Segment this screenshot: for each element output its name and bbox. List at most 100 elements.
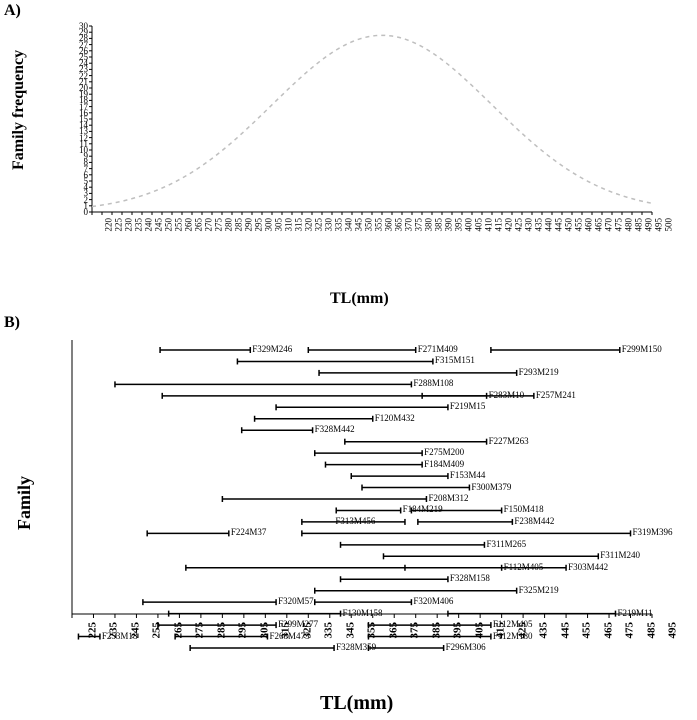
panel-a-xtick-label: 475 xyxy=(614,218,624,232)
panel-a-xtick-label: 250 xyxy=(164,218,174,232)
panel-a-xtick-label: 240 xyxy=(144,218,154,232)
panel-a-xtick-label: 370 xyxy=(404,218,414,232)
panel-a-xtick-label: 390 xyxy=(444,218,454,232)
panel-a-xtick-label: 470 xyxy=(604,218,614,232)
family-label: F299M150 xyxy=(622,344,662,354)
panel-b-xtick-label: 465 xyxy=(602,622,614,639)
panel-a-xtick-label: 330 xyxy=(324,218,334,232)
panel-a-xtick-label: 490 xyxy=(644,218,654,232)
panel-a-xtick-label: 425 xyxy=(514,218,524,232)
family-label: F112M405 xyxy=(504,562,544,572)
panel-a-xtick-label: 350 xyxy=(364,218,374,232)
panel-a-xtick-label: 275 xyxy=(214,218,224,232)
panel-b-ylabel: Family xyxy=(14,476,35,530)
panel-a-xtick-label: 315 xyxy=(294,218,304,232)
panel-b-xtick-label: 225 xyxy=(87,622,99,639)
family-label: F313M456 xyxy=(335,516,375,526)
panel-a-xtick-label: 245 xyxy=(154,218,164,232)
family-label: F184M219 xyxy=(403,504,443,514)
panel-a-xtick-label: 495 xyxy=(654,218,664,232)
panel-b-xtick-label: 455 xyxy=(581,622,593,639)
panel-b-xlabel: TL(mm) xyxy=(320,692,393,715)
panel-a-xtick-label: 305 xyxy=(274,218,284,232)
panel-b-xtick-label: 375 xyxy=(409,622,421,639)
family-label: F299M277 xyxy=(278,619,318,629)
family-label: F219M15 xyxy=(450,401,486,411)
family-label: F112M405 xyxy=(493,619,533,629)
panel-a-xtick-label: 235 xyxy=(134,218,144,232)
family-label: F319M396 xyxy=(633,527,673,537)
family-label: F130M158 xyxy=(343,608,383,618)
panel-b-xtick-label: 395 xyxy=(452,622,464,639)
panel-b-xtick-label: 475 xyxy=(624,622,636,639)
family-label: F288M108 xyxy=(413,378,453,388)
panel-a-label: A) xyxy=(4,2,21,20)
panel-a-xtick-label: 405 xyxy=(474,218,484,232)
panel-a-xtick-label: 395 xyxy=(454,218,464,232)
panel-a-xtick-label: 285 xyxy=(234,218,244,232)
panel-b-plot: 2252352452552652752852953053153253353453… xyxy=(62,336,662,656)
panel-a-xtick-label: 500 xyxy=(664,218,674,232)
panel-b-xtick-label: 445 xyxy=(559,622,571,639)
panel-b-xtick-label: 335 xyxy=(323,622,335,639)
figure: A) Family frequency TL(mm) 0123456789101… xyxy=(0,0,697,720)
family-label: F153M44 xyxy=(450,470,486,480)
family-label: F328M442 xyxy=(315,424,355,434)
panel-a-xtick-label: 265 xyxy=(194,218,204,232)
panel-a-xtick-label: 325 xyxy=(314,218,324,232)
family-label: F227M263 xyxy=(489,436,529,446)
panel-a-xtick-label: 480 xyxy=(624,218,634,232)
panel-a-xtick-label: 440 xyxy=(544,218,554,232)
family-label: F257M241 xyxy=(536,390,576,400)
panel-b-xtick-label: 265 xyxy=(172,622,184,639)
family-label: F320M406 xyxy=(413,596,453,606)
panel-a-xtick-label: 400 xyxy=(464,218,474,232)
family-label: F296M306 xyxy=(446,642,486,652)
panel-a-ylabel: Family frequency xyxy=(10,50,28,170)
panel-b-xtick-label: 285 xyxy=(215,622,227,639)
panel-a-xtick-label: 295 xyxy=(254,218,264,232)
panel-a-xtick-label: 375 xyxy=(414,218,424,232)
panel-a-xtick-label: 450 xyxy=(564,218,574,232)
panel-a-xtick-label: 300 xyxy=(264,218,274,232)
panel-b-xtick-label: 405 xyxy=(473,622,485,639)
family-label: F271M409 xyxy=(418,344,458,354)
panel-b-xtick-label: 485 xyxy=(645,622,657,639)
panel-a-xtick-label: 460 xyxy=(584,218,594,232)
panel-a-xlabel: TL(mm) xyxy=(330,290,389,308)
panel-a-xtick-label: 320 xyxy=(304,218,314,232)
panel-b-xtick-label: 275 xyxy=(194,622,206,639)
family-label: F315M151 xyxy=(435,355,475,365)
panel-b-xtick-label: 435 xyxy=(538,622,550,639)
panel-a-xtick-label: 290 xyxy=(244,218,254,232)
panel-a-xtick-label: 360 xyxy=(384,218,394,232)
panel-b-xtick-label: 295 xyxy=(237,622,249,639)
panel-a-xtick-label: 280 xyxy=(224,218,234,232)
family-label: F328M359 xyxy=(336,642,376,652)
panel-a-xtick-label: 310 xyxy=(284,218,294,232)
family-label: F300M379 xyxy=(471,482,511,492)
panel-a-xtick-label: 385 xyxy=(434,218,444,232)
family-label: F311M265 xyxy=(486,539,526,549)
family-label: F328M158 xyxy=(450,573,490,583)
panel-a-xtick-label: 445 xyxy=(554,218,564,232)
family-label: F329M246 xyxy=(252,344,292,354)
panel-b-xtick-label: 255 xyxy=(151,622,163,639)
panel-a-xtick-label: 335 xyxy=(334,218,344,232)
family-label: F303M442 xyxy=(568,562,608,572)
panel-a-xtick-label: 270 xyxy=(204,218,214,232)
panel-a-xtick-label: 430 xyxy=(524,218,534,232)
panel-a-xtick-label: 225 xyxy=(114,218,124,232)
family-label: F208M312 xyxy=(428,493,468,503)
panel-a-xtick-label: 345 xyxy=(354,218,364,232)
family-label: F150M418 xyxy=(504,504,544,514)
family-label: F184M409 xyxy=(424,459,464,469)
panel-a-xtick-label: 455 xyxy=(574,218,584,232)
panel-b-xtick-label: 355 xyxy=(366,622,378,639)
panel-a-xtick-label: 465 xyxy=(594,218,604,232)
family-label: F311M240 xyxy=(600,550,640,560)
panel-b-label: B) xyxy=(4,314,20,332)
family-label: F283M10 xyxy=(489,390,525,400)
panel-a-xtick-label: 340 xyxy=(344,218,354,232)
family-label: F293M219 xyxy=(519,367,559,377)
